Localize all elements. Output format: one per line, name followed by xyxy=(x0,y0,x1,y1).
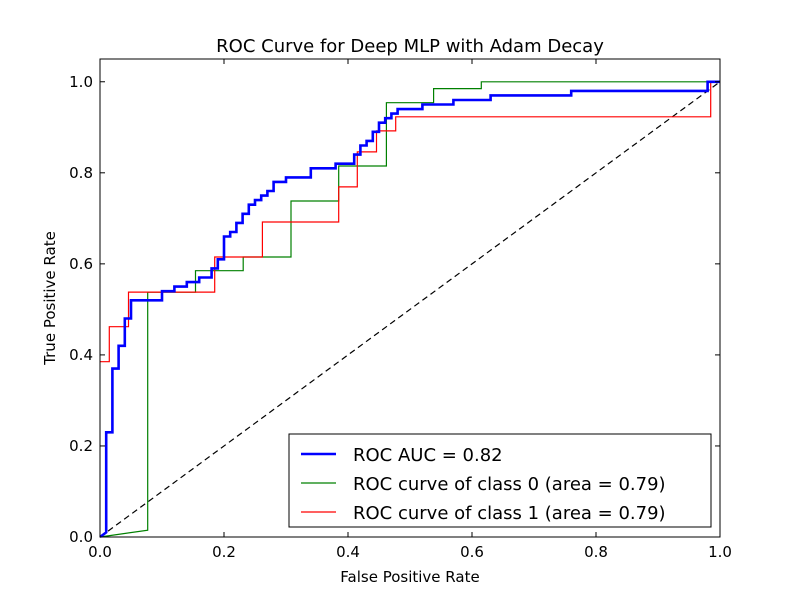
series-line-2 xyxy=(100,81,720,363)
plot-frame xyxy=(99,58,721,538)
legend-frame xyxy=(288,433,712,528)
x-tick-label: 0.4 xyxy=(336,543,360,561)
plot-lines xyxy=(99,80,721,539)
legend-label: ROC curve of class 0 (area = 0.79) xyxy=(353,474,666,495)
y-tick-label: 0.4 xyxy=(69,346,93,364)
x-axis-ticks: 0.0 0.2 0.4 0.6 0.8 1.0 xyxy=(88,59,732,561)
y-axis-ticks: 0.0 0.2 0.4 0.6 0.8 1.0 xyxy=(69,73,720,546)
legend-label: ROC curve of class 1 (area = 0.79) xyxy=(353,503,666,524)
x-tick-label: 1.0 xyxy=(708,543,732,561)
legend: ROC AUC = 0.82 ROC curve of class 0 (area… xyxy=(288,433,712,528)
legend-label: ROC AUC = 0.82 xyxy=(353,445,503,466)
y-tick-label: 0.6 xyxy=(69,255,93,273)
y-tick-label: 1.0 xyxy=(69,73,93,91)
x-axis-label: False Positive Rate xyxy=(340,568,479,586)
x-tick-label: 0.8 xyxy=(584,543,608,561)
x-tick-label: 0.0 xyxy=(88,543,112,561)
y-tick-label: 0.0 xyxy=(69,528,93,546)
chart-title: ROC Curve for Deep MLP with Adam Decay xyxy=(216,36,604,57)
y-tick-label: 0.8 xyxy=(69,164,93,182)
series-line-chance xyxy=(99,81,721,538)
x-tick-label: 0.6 xyxy=(460,543,484,561)
series-line-0 xyxy=(99,80,720,539)
y-tick-label: 0.2 xyxy=(69,437,93,455)
x-tick-label: 0.2 xyxy=(212,543,236,561)
y-axis-label: True Positive Rate xyxy=(41,231,59,366)
